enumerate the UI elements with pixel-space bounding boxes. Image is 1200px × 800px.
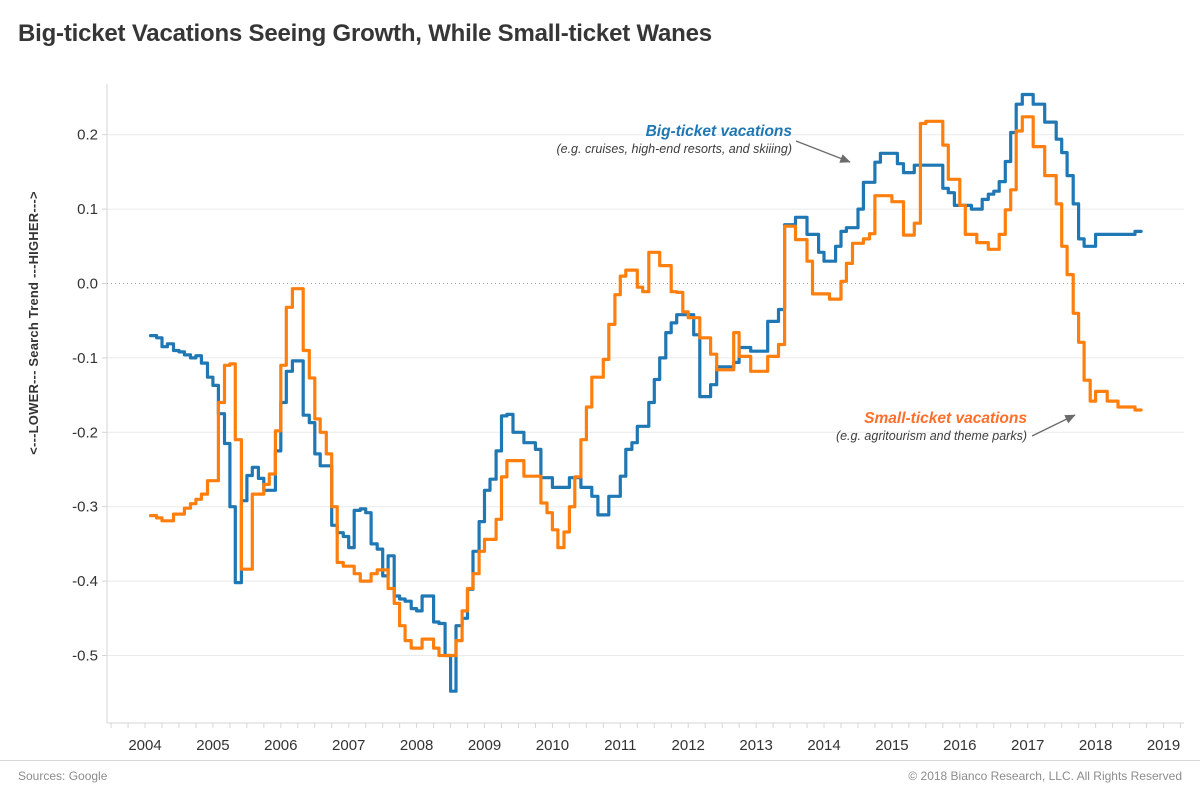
x-tick-label: 2012 [672, 737, 705, 754]
y-axis-title: <---LOWER--- Search Trend ---HIGHER---> [26, 191, 41, 455]
footer-divider [0, 760, 1200, 761]
x-tick-label: 2019 [1147, 737, 1180, 754]
x-tick-label: 2006 [264, 737, 297, 754]
x-tick-label: 2004 [128, 737, 161, 754]
y-tick-label: -0.2 [72, 424, 98, 441]
y-tick-label: -0.5 [72, 648, 98, 665]
y-tick-label: 0.0 [77, 276, 98, 293]
big-ticket-arrow [795, 140, 851, 163]
x-tick-label: 2005 [196, 737, 229, 754]
y-tick-label: 0.2 [77, 127, 98, 144]
annotation-big-ticket: Big-ticket vacations (e.g. cruises, high… [556, 123, 792, 156]
annotation-big-ticket-caption: (e.g. cruises, high-end resorts, and ski… [556, 142, 792, 156]
footer-copyright: © 2018 Bianco Research, LLC. All Rights … [908, 769, 1182, 783]
page-title: Big-ticket Vacations Seeing Growth, Whil… [18, 20, 712, 47]
y-tick-label: -0.3 [72, 499, 98, 516]
annotation-small-ticket-caption: (e.g. agritourism and theme parks) [835, 429, 1027, 443]
x-tick-label: 2014 [807, 737, 840, 754]
x-tick-label: 2011 [604, 737, 636, 754]
annotation-small-ticket: Small-ticket vacations (e.g. agritourism… [836, 410, 1027, 443]
x-tick-label: 2009 [468, 737, 501, 754]
footer-source: Sources: Google [18, 769, 108, 783]
x-tick-label: 2018 [1079, 737, 1112, 754]
annotation-big-ticket-label: Big-ticket vacations [645, 123, 792, 140]
y-tick-label: -0.4 [72, 573, 98, 590]
x-tick-label: 2007 [332, 737, 365, 754]
x-tick-label: 2013 [739, 737, 772, 754]
big-ticket-line [148, 92, 1143, 693]
small-ticket-arrow [1031, 414, 1076, 437]
x-tick-label: 2008 [400, 737, 433, 754]
x-tick-label: 2010 [536, 737, 569, 754]
annotation-small-ticket-label: Small-ticket vacations [864, 410, 1027, 427]
x-tick-label: 2015 [875, 737, 908, 754]
small-ticket-line [148, 115, 1143, 658]
y-tick-label: -0.1 [72, 350, 98, 367]
y-tick-label: 0.1 [77, 201, 98, 218]
x-tick-label: 2016 [943, 737, 976, 754]
x-tick-label: 2017 [1011, 737, 1044, 754]
